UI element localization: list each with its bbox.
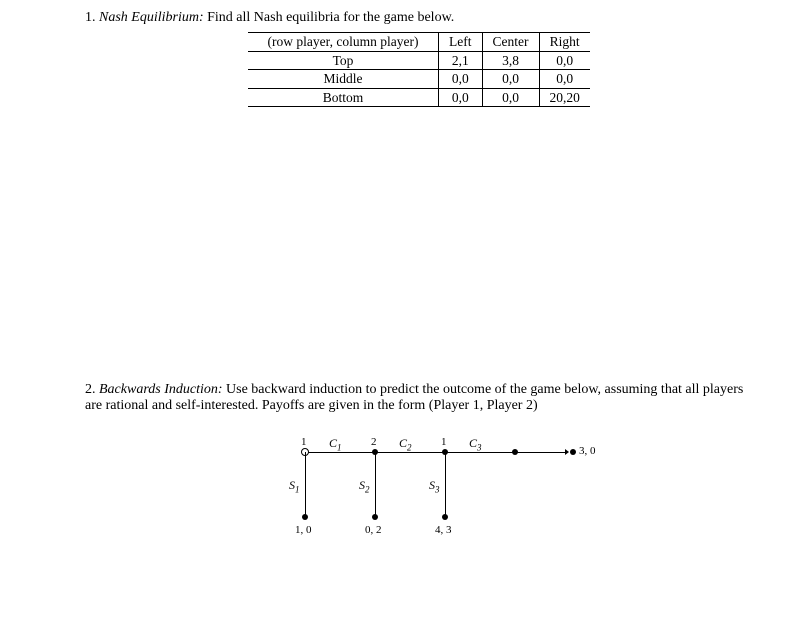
tree-action-s2: S2 bbox=[359, 478, 370, 494]
table-row: Middle 0,0 0,0 0,0 bbox=[248, 70, 590, 89]
table-rowlabel-middle: Middle bbox=[248, 70, 439, 89]
q2-title: Backwards Induction: bbox=[99, 382, 223, 397]
table-cell: 0,0 bbox=[482, 88, 539, 107]
table-header-row: (row player, column player) Left Center … bbox=[248, 33, 590, 52]
question-2: 2. Backwards Induction: Use backward ind… bbox=[85, 382, 745, 566]
tree-action-c3: C3 bbox=[469, 436, 482, 452]
table-col-left: Left bbox=[439, 33, 483, 52]
table-cell: 3,8 bbox=[482, 51, 539, 70]
tree-arrow-icon bbox=[565, 449, 569, 455]
table-cell: 0,0 bbox=[539, 70, 590, 89]
tree-payoff-s2: 0, 2 bbox=[365, 524, 382, 536]
table-cell: 0,0 bbox=[539, 51, 590, 70]
table-col-right: Right bbox=[539, 33, 590, 52]
tree-action-c2: C2 bbox=[399, 436, 412, 452]
table-cell: 20,20 bbox=[539, 88, 590, 107]
table-cell: 0,0 bbox=[482, 70, 539, 89]
tree-action-s3: S3 bbox=[429, 478, 440, 494]
tree-action-s1: S1 bbox=[289, 478, 300, 494]
tree-payoff-end: 3, 0 bbox=[579, 445, 596, 457]
tree-node-s1-end bbox=[302, 514, 308, 520]
tree-player-1: 1 bbox=[301, 436, 307, 448]
tree-node-end bbox=[570, 449, 576, 455]
tree-player-2: 2 bbox=[371, 436, 377, 448]
table-rowlabel-bottom: Bottom bbox=[248, 88, 439, 107]
q1-text: Find all Nash equilibria for the game be… bbox=[207, 10, 454, 25]
q1-title: Nash Equilibrium: bbox=[99, 10, 204, 25]
q1-number: 1. bbox=[85, 10, 96, 25]
question-1: 1. Nash Equilibrium: Find all Nash equil… bbox=[85, 10, 725, 107]
tree-player-3: 1 bbox=[441, 436, 447, 448]
table-cell: 2,1 bbox=[439, 51, 483, 70]
tree-vline-s1 bbox=[305, 452, 306, 517]
table-col-center: Center bbox=[482, 33, 539, 52]
tree-action-c1: C1 bbox=[329, 436, 342, 452]
table-cell: 0,0 bbox=[439, 70, 483, 89]
payoff-table: (row player, column player) Left Center … bbox=[248, 32, 590, 107]
tree-vline-s2 bbox=[375, 452, 376, 517]
table-row: Top 2,1 3,8 0,0 bbox=[248, 51, 590, 70]
table-row: Bottom 0,0 0,0 20,20 bbox=[248, 88, 590, 107]
tree-node-4 bbox=[512, 449, 518, 455]
tree-node-s3-end bbox=[442, 514, 448, 520]
table-rowlabel-top: Top bbox=[248, 51, 439, 70]
tree-payoff-s1: 1, 0 bbox=[295, 524, 312, 536]
tree-hline bbox=[305, 452, 565, 453]
tree-vline-s3 bbox=[445, 452, 446, 517]
game-tree: 1 2 1 C1 C2 C3 S1 S2 S3 3, 0 1, 0 0, 2 4… bbox=[285, 426, 645, 566]
tree-payoff-s3: 4, 3 bbox=[435, 524, 452, 536]
page: 1. Nash Equilibrium: Find all Nash equil… bbox=[0, 0, 801, 624]
q2-number: 2. bbox=[85, 382, 96, 397]
table-corner: (row player, column player) bbox=[248, 33, 439, 52]
tree-node-s2-end bbox=[372, 514, 378, 520]
table-cell: 0,0 bbox=[439, 88, 483, 107]
